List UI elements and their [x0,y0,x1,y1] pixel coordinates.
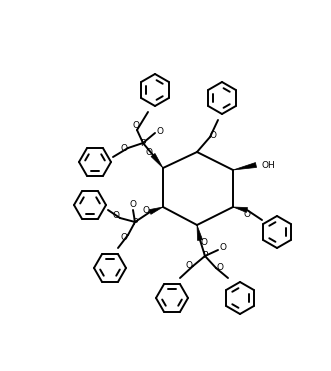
Text: O: O [143,206,150,214]
Text: O: O [219,243,226,253]
Text: O: O [132,121,139,129]
Text: O: O [120,233,127,242]
Polygon shape [149,207,163,214]
Text: P: P [202,252,208,260]
Text: O: O [146,148,153,157]
Text: O: O [244,210,251,219]
Text: OH: OH [262,161,276,170]
Text: P: P [140,138,146,148]
Text: O: O [210,131,216,139]
Text: O: O [185,262,193,270]
Polygon shape [151,154,163,168]
Text: O: O [157,127,164,135]
Text: O: O [113,210,119,220]
Polygon shape [197,225,203,240]
Text: P: P [132,217,138,227]
Text: O: O [129,200,136,209]
Text: O: O [216,263,223,273]
Polygon shape [233,207,248,213]
Polygon shape [233,162,257,170]
Text: O: O [120,144,127,152]
Text: O: O [201,237,208,246]
